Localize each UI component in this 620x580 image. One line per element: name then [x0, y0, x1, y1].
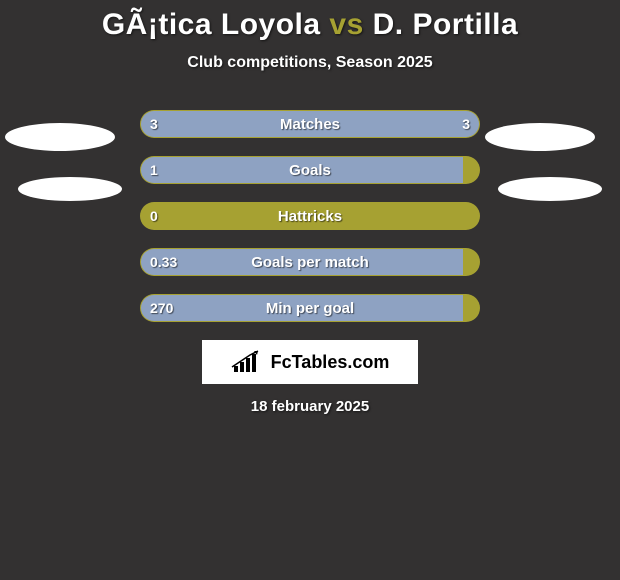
player1-name: GÃ¡tica Loyola — [102, 8, 321, 41]
stat-row: Goals per match0.33 — [0, 248, 620, 276]
stat-bar: Hattricks0 — [140, 202, 480, 230]
stat-value-left: 3 — [150, 110, 158, 138]
stat-bar: Goals per match0.33 — [140, 248, 480, 276]
stat-value-left: 1 — [150, 156, 158, 184]
stat-label: Goals per match — [140, 248, 480, 276]
player2-name: D. Portilla — [373, 8, 519, 41]
branding-box: FcTables.com — [202, 340, 418, 384]
stat-bar: Matches3 3 — [140, 110, 480, 138]
stat-row: Min per goal270 — [0, 294, 620, 322]
stat-value-left: 0 — [150, 202, 158, 230]
stat-bar: Goals1 — [140, 156, 480, 184]
side-ellipse — [485, 123, 595, 151]
stat-row: Hattricks0 — [0, 202, 620, 230]
stat-label: Goals — [140, 156, 480, 184]
subtitle: Club competitions, Season 2025 — [0, 54, 620, 72]
stat-label: Matches — [140, 110, 480, 138]
branding-text: FcTables.com — [271, 352, 390, 373]
side-ellipse — [5, 123, 115, 151]
vs-label: vs — [329, 8, 363, 41]
stat-value-left: 0.33 — [150, 248, 177, 276]
stat-bar: Min per goal270 — [140, 294, 480, 322]
stat-label: Hattricks — [140, 202, 480, 230]
stat-value-right: 3 — [462, 110, 470, 138]
comparison-title: GÃ¡tica Loyola vs D. Portilla — [0, 0, 620, 42]
date-stamp: 18 february 2025 — [0, 398, 620, 415]
side-ellipse — [498, 177, 602, 201]
stat-value-left: 270 — [150, 294, 173, 322]
stat-label: Min per goal — [140, 294, 480, 322]
side-ellipse — [18, 177, 122, 201]
fctables-icon — [231, 350, 265, 374]
